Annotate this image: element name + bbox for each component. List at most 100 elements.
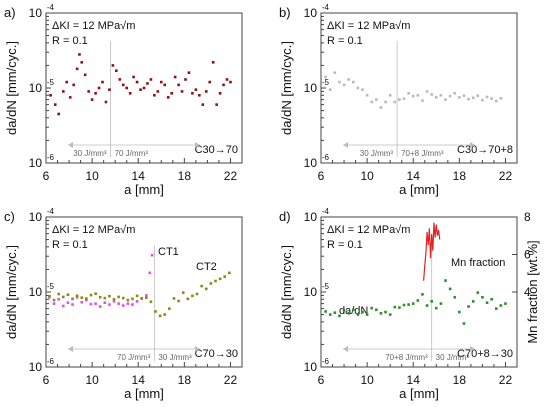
data-point bbox=[398, 306, 401, 309]
data-point bbox=[80, 296, 84, 299]
data-point bbox=[187, 71, 191, 74]
data-point bbox=[356, 86, 360, 90]
data-point bbox=[177, 299, 180, 303]
y-tick-label-exp: -4 bbox=[47, 3, 55, 12]
data-point bbox=[328, 313, 332, 316]
data-point bbox=[324, 75, 327, 79]
x-tick-label: 22 bbox=[224, 169, 238, 183]
data-point bbox=[338, 80, 341, 84]
data-point bbox=[462, 94, 466, 97]
y-tick-label: 10 -4 bbox=[304, 207, 330, 224]
data-point bbox=[184, 78, 187, 81]
data-point bbox=[388, 313, 392, 316]
y-tick-label-exp: -5 bbox=[47, 282, 55, 291]
y-tick-label: 10 -5 bbox=[29, 78, 55, 95]
data-point bbox=[52, 302, 56, 305]
data-point bbox=[194, 88, 198, 91]
data-point bbox=[48, 294, 51, 298]
data-point bbox=[131, 303, 134, 306]
zone-label-right: 30 J/mm³ bbox=[436, 353, 470, 362]
y-tick-label: 10 -6 bbox=[304, 153, 330, 170]
data-point bbox=[57, 292, 60, 296]
data-point bbox=[384, 100, 387, 104]
x-axis-label: a [mm] bbox=[124, 386, 164, 401]
plot-area bbox=[320, 216, 518, 368]
panel-label: d) bbox=[279, 209, 291, 224]
data-point bbox=[504, 302, 507, 305]
data-point bbox=[218, 277, 222, 281]
data-point bbox=[218, 91, 222, 95]
data-point bbox=[94, 292, 97, 295]
data-point bbox=[351, 308, 355, 312]
data-point bbox=[333, 71, 337, 74]
data-point bbox=[347, 78, 350, 81]
data-point bbox=[209, 282, 213, 285]
data-point bbox=[52, 298, 56, 302]
condition-text-2: R = 0.1 bbox=[327, 239, 363, 251]
data-point bbox=[490, 97, 493, 101]
y-tick-label-exp: -6 bbox=[322, 153, 330, 162]
y-tick-label-exp: -4 bbox=[322, 3, 330, 12]
data-point bbox=[211, 61, 215, 64]
data-point bbox=[163, 83, 167, 87]
x-tick-label: 22 bbox=[499, 373, 513, 387]
data-point bbox=[61, 295, 65, 299]
data-point bbox=[494, 99, 498, 103]
data-point bbox=[200, 284, 203, 288]
data-point bbox=[467, 305, 470, 308]
y-axis-label: da/dN [mm/cyc.] bbox=[4, 245, 19, 339]
data-point bbox=[80, 300, 84, 304]
series-line-Mn fraction bbox=[423, 222, 441, 281]
data-point bbox=[53, 103, 57, 106]
zone-label-left: 70+8 J/mm³ bbox=[385, 353, 428, 362]
x-tick-label: 18 bbox=[453, 169, 467, 183]
data-point bbox=[191, 91, 194, 95]
data-point bbox=[342, 83, 346, 87]
x-axis-label: a [mm] bbox=[399, 182, 439, 197]
data-point bbox=[78, 53, 81, 56]
x-tick-label: 22 bbox=[499, 169, 513, 183]
data-point bbox=[208, 80, 212, 84]
data-point bbox=[121, 296, 125, 300]
data-point bbox=[201, 103, 205, 106]
data-point bbox=[71, 297, 74, 301]
data-point bbox=[131, 297, 134, 301]
data-point bbox=[416, 299, 420, 302]
data-point bbox=[365, 93, 369, 97]
data-point bbox=[61, 90, 65, 93]
data-point bbox=[434, 96, 438, 99]
condition-text-1: ΔKI = 12 MPa√m bbox=[327, 20, 410, 32]
data-point bbox=[112, 300, 116, 303]
y-tick-label-base: 10 bbox=[304, 156, 318, 170]
data-point bbox=[145, 296, 148, 299]
zone-label-left: 70 J/mm³ bbox=[117, 353, 151, 362]
data-point bbox=[223, 275, 227, 278]
y-tick-label: 10 -6 bbox=[304, 357, 330, 374]
data-point bbox=[434, 306, 438, 310]
data-point bbox=[361, 310, 364, 314]
data-point bbox=[453, 295, 457, 299]
panel-label: c) bbox=[4, 209, 15, 224]
series-label-ct2: CT2 bbox=[196, 261, 217, 273]
x-tick-label: 10 bbox=[85, 169, 99, 183]
series-label-ct1: CT1 bbox=[158, 246, 179, 258]
sample-label: C30→70 bbox=[195, 144, 238, 156]
y-tick-label: 10 -5 bbox=[304, 282, 330, 299]
data-point bbox=[153, 93, 156, 97]
x-tick-label: 14 bbox=[132, 373, 146, 387]
data-point bbox=[135, 294, 139, 298]
x-tick-label: 14 bbox=[132, 169, 146, 183]
condition-text-1: ΔKI = 12 MPa√m bbox=[327, 224, 410, 236]
data-point bbox=[135, 80, 139, 84]
x-tick-label: 10 bbox=[360, 373, 374, 387]
data-point bbox=[75, 67, 79, 71]
zone-label-left: 30 J/mm³ bbox=[73, 149, 107, 158]
data-point bbox=[65, 80, 69, 84]
data-point bbox=[351, 80, 355, 84]
data-point bbox=[163, 313, 167, 316]
data-point bbox=[115, 69, 118, 73]
y-tick-label-exp: -5 bbox=[322, 282, 330, 291]
